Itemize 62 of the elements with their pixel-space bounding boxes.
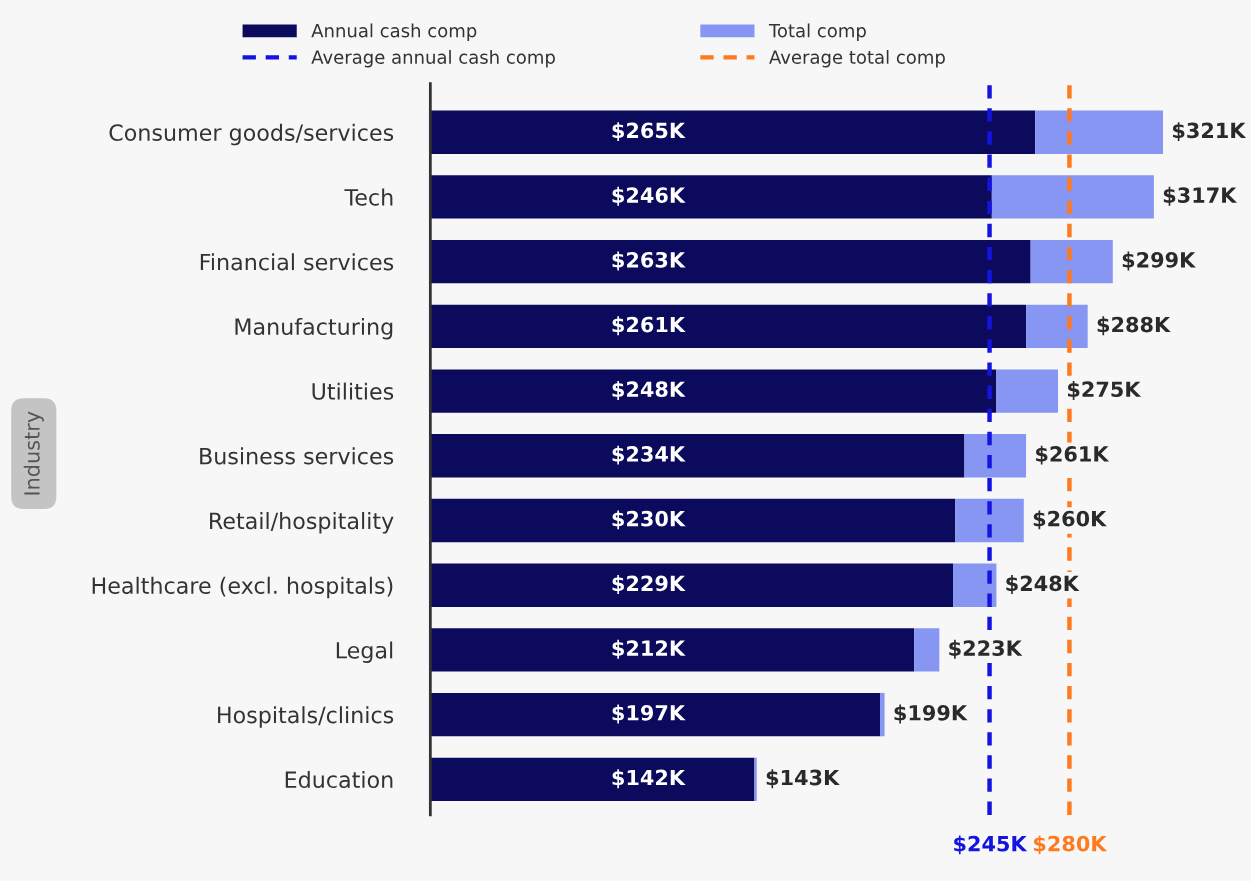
bar — [1026, 304, 1088, 349]
y-tick-label: Retail/hospitality — [210, 512, 394, 534]
y-tick-label: Legal — [336, 641, 393, 663]
total-label: $299K — [1122, 251, 1196, 271]
data-label: $229K — [612, 575, 686, 595]
y-tick-label: Utilities — [312, 382, 394, 400]
y-tick-label: Tech — [344, 188, 393, 206]
data-label: $265K — [612, 122, 686, 142]
bar — [754, 757, 757, 802]
total-label: $199K — [894, 704, 968, 724]
bar — [955, 498, 1024, 543]
legend-label: Annual cash comp — [311, 23, 477, 41]
bar — [430, 369, 997, 413]
data-label: $197K — [612, 704, 686, 724]
bar — [430, 563, 954, 607]
total-label: $261K — [1036, 445, 1110, 465]
total-label: $223K — [949, 639, 1023, 659]
y-tick-label: Business services — [200, 447, 394, 465]
y-tick-label: Education — [285, 770, 393, 789]
text: $245K — [954, 835, 1028, 855]
bar — [996, 369, 1059, 413]
data-label: $261K — [612, 316, 686, 336]
bar — [1035, 110, 1164, 154]
bar — [964, 434, 1027, 478]
bar — [430, 239, 1031, 284]
y-tick-label: Financial services — [200, 253, 394, 271]
total-label: $288K — [1097, 316, 1171, 336]
y-tick-label: Healthcare (excl. hospitals) — [92, 576, 393, 599]
y-tick-label: Manufacturing — [235, 317, 393, 340]
data-label: $230K — [612, 510, 686, 530]
legend-label: Average annual cash comp — [311, 49, 555, 68]
text: $280K — [1034, 835, 1108, 855]
bar — [1030, 239, 1113, 284]
bar — [430, 110, 1036, 154]
y-tick-label: Consumer goods/services — [109, 123, 394, 146]
total-label: $317K — [1163, 186, 1237, 206]
total-label: $260K — [1033, 510, 1107, 530]
bar — [430, 175, 992, 219]
total-label: $143K — [766, 769, 840, 789]
data-label: $212K — [612, 639, 686, 659]
bar — [430, 498, 956, 543]
bar — [430, 434, 965, 478]
bar — [430, 304, 1027, 349]
bar — [430, 628, 915, 672]
data-label: $234K — [612, 445, 686, 465]
bar — [953, 563, 997, 607]
data-label: $248K — [612, 380, 686, 400]
bar — [430, 757, 755, 802]
bar — [914, 628, 940, 672]
y-axis-title: Industry — [23, 411, 44, 495]
data-label: $142K — [612, 769, 686, 789]
bar — [879, 692, 885, 737]
legend-label: Average total comp — [769, 49, 945, 68]
total-label: $248K — [1006, 575, 1080, 595]
total-label: $275K — [1067, 380, 1142, 400]
data-label: $246K — [612, 186, 686, 206]
legend-label: Total comp — [768, 23, 866, 41]
y-tick-label: Hospitals/clinics — [218, 706, 394, 728]
data-label: $263K — [612, 251, 686, 271]
bar — [991, 175, 1154, 219]
bar — [430, 692, 880, 737]
total-label: $321K — [1172, 122, 1247, 142]
